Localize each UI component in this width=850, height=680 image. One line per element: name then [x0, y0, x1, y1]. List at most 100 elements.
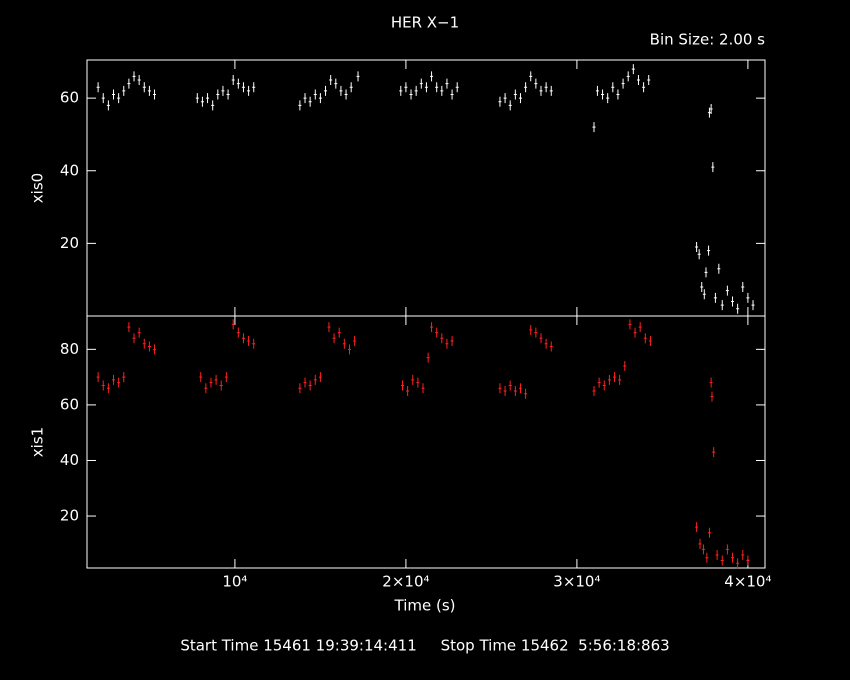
- data-point: [701, 544, 705, 555]
- time-range: Start Time 15461 19:39:14:411 Stop Time …: [180, 637, 669, 655]
- data-point: [137, 327, 141, 338]
- data-point: [700, 281, 704, 292]
- data-point: [241, 82, 245, 93]
- data-point: [534, 78, 538, 89]
- data-point: [209, 377, 213, 388]
- data-point: [122, 372, 126, 383]
- data-point: [435, 327, 439, 338]
- data-point: [529, 324, 533, 335]
- data-point: [199, 372, 203, 383]
- data-point: [549, 341, 553, 352]
- data-point: [513, 89, 517, 100]
- plot-frame: [86, 315, 766, 569]
- data-point: [524, 82, 528, 93]
- data-point: [400, 380, 404, 391]
- data-point: [736, 303, 740, 314]
- data-point: [127, 322, 131, 333]
- data-point: [450, 336, 454, 347]
- chart-title: HER X−1: [391, 14, 459, 32]
- data-point: [736, 558, 740, 569]
- y-tick-label: 20: [60, 507, 79, 525]
- data-point: [503, 386, 507, 397]
- data-point: [636, 74, 640, 85]
- data-point: [96, 372, 100, 383]
- data-point: [712, 447, 716, 458]
- data-point: [731, 296, 735, 307]
- data-point: [406, 386, 410, 397]
- data-point: [698, 538, 702, 549]
- data-point: [720, 300, 724, 311]
- data-point: [303, 93, 307, 104]
- data-point: [426, 352, 430, 363]
- data-point: [455, 82, 459, 93]
- data-point: [513, 386, 517, 397]
- data-point: [313, 89, 317, 100]
- data-point: [498, 96, 502, 107]
- data-point: [303, 377, 307, 388]
- data-point: [132, 71, 136, 82]
- data-point: [226, 89, 230, 100]
- data-point: [720, 555, 724, 566]
- data-point: [231, 74, 235, 85]
- data-point: [112, 374, 116, 385]
- data-point: [707, 527, 711, 538]
- data-point: [106, 383, 110, 394]
- data-point: [704, 267, 708, 278]
- data-point: [618, 374, 622, 385]
- data-point: [221, 85, 225, 96]
- data-point: [339, 85, 343, 96]
- data-point: [643, 333, 647, 344]
- data-point: [709, 377, 713, 388]
- data-point: [204, 383, 208, 394]
- data-point: [132, 333, 136, 344]
- data-point: [445, 78, 449, 89]
- data-point: [214, 374, 218, 385]
- data-point: [601, 89, 605, 100]
- data-point: [419, 78, 423, 89]
- data-point: [101, 380, 105, 391]
- data-point: [440, 85, 444, 96]
- data-point: [101, 93, 105, 104]
- data-point: [440, 333, 444, 344]
- plot-frame: [86, 59, 766, 317]
- data-point: [741, 549, 745, 560]
- data-point: [308, 380, 312, 391]
- data-point: [707, 107, 711, 118]
- data-point: [518, 93, 522, 104]
- data-point: [318, 93, 322, 104]
- data-point: [122, 85, 126, 96]
- data-point: [324, 85, 328, 96]
- y-tick-label: 20: [60, 234, 79, 252]
- data-point: [247, 85, 251, 96]
- data-point: [252, 82, 256, 93]
- data-point: [117, 377, 121, 388]
- data-point: [628, 319, 632, 330]
- data-point: [709, 104, 713, 115]
- data-point: [647, 74, 651, 85]
- data-point: [648, 336, 652, 347]
- data-point: [231, 319, 235, 330]
- data-point: [219, 380, 223, 391]
- data-point: [334, 78, 338, 89]
- data-point: [404, 82, 408, 93]
- data-point: [298, 383, 302, 394]
- data-point: [153, 89, 157, 100]
- data-point: [127, 78, 131, 89]
- x-tick-label: 10⁴: [222, 573, 247, 591]
- data-point: [142, 82, 146, 93]
- data-point: [595, 85, 599, 96]
- data-point: [211, 100, 215, 111]
- data-point: [153, 344, 157, 355]
- bin-size: Bin Size: 2.00 s: [650, 31, 766, 49]
- data-point: [337, 327, 341, 338]
- data-point: [147, 341, 151, 352]
- x-tick-label: 2×10⁴: [382, 573, 429, 591]
- data-point: [195, 93, 199, 104]
- data-point: [503, 93, 507, 104]
- data-point: [216, 89, 220, 100]
- y-tick-label: 60: [60, 395, 79, 413]
- data-point: [430, 71, 434, 82]
- y-tick-label: 40: [60, 161, 79, 179]
